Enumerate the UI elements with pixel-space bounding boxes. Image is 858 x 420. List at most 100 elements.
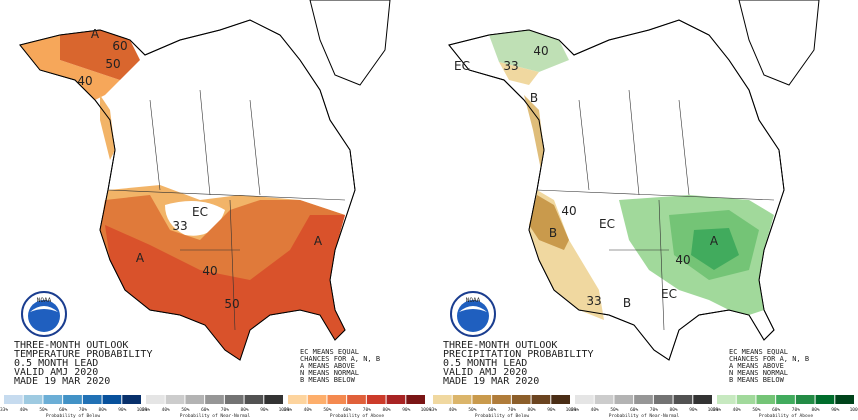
- color-swatch: [244, 395, 264, 404]
- color-swatch: [575, 395, 594, 404]
- colorbar-tick: 33%: [713, 407, 721, 413]
- colorbar-tick: 80%: [812, 407, 820, 413]
- map-label: EC: [454, 59, 470, 73]
- coastline: [19, 19, 356, 361]
- color-swatch: [717, 395, 736, 404]
- color-swatch: [531, 395, 551, 404]
- colorbar-tick: 80%: [241, 407, 249, 413]
- probability-region: [499, 62, 539, 85]
- colorbar-tick: 40%: [733, 407, 741, 413]
- logo-text: NOAA: [466, 297, 481, 304]
- panel: A 60 50 40 EC 33 A 40 50 A NOAA THREE-MONTH OUTLOOK…: [0, 0, 432, 419]
- probability-region: [489, 30, 569, 72]
- colorbar-tick: 40%: [162, 407, 170, 413]
- noaa-logo: NOAA: [21, 291, 67, 337]
- colorbar-tick: 80%: [383, 407, 391, 413]
- colorbar-tick: 33%: [429, 407, 437, 413]
- title-line: VALID AMJ 2020: [14, 367, 98, 378]
- map-label: 40: [202, 264, 217, 278]
- colorbar-tick: 60%: [343, 407, 351, 413]
- colorbar-tick: 60%: [772, 407, 780, 413]
- greenland: [738, 0, 820, 86]
- map-label: EC: [192, 205, 208, 219]
- colorbar-tick: 33%: [284, 407, 292, 413]
- probability-region: [524, 95, 544, 170]
- map: [19, 0, 391, 361]
- title-line: MADE 19 MAR 2020: [443, 376, 539, 387]
- colorbar-caption: Probability of Above: [759, 413, 813, 419]
- color-swatch: [511, 395, 531, 404]
- color-swatch: [433, 395, 452, 404]
- colorbar-tick: 60%: [201, 407, 209, 413]
- panel: EC 40 33 B B 40 EC A 40 B 33 EC NOAA THREE-MONTH OUTL…: [429, 0, 858, 419]
- color-swatch: [594, 395, 614, 404]
- note-line: EC MEANS EQUAL: [729, 348, 788, 356]
- borders: [536, 89, 775, 331]
- map-label: B: [623, 296, 631, 310]
- title-line: PRECIPITATION PROBABILITY: [443, 349, 594, 360]
- note-line: CHANCES FOR A, N, B: [300, 355, 380, 363]
- map-label: 33: [503, 59, 518, 73]
- color-swatch: [815, 395, 835, 404]
- title-line: 0.5 MONTH LEAD: [14, 358, 98, 369]
- colorbar-tick: 70%: [363, 407, 371, 413]
- map-label: 50: [105, 57, 120, 71]
- colorbar-caption: Probability of Below: [475, 413, 529, 419]
- color-swatch: [224, 395, 244, 404]
- map-label: 40: [77, 74, 92, 88]
- title-line: MADE 19 MAR 2020: [14, 376, 110, 387]
- color-swatch: [835, 395, 854, 404]
- coastline: [448, 19, 785, 361]
- colorbar-tick: 80%: [99, 407, 107, 413]
- map-label: B: [530, 91, 538, 105]
- color-swatch: [165, 395, 185, 404]
- colorbar-caption: Probability of Above: [330, 413, 384, 419]
- borders: [107, 89, 346, 331]
- probability-region: [20, 35, 120, 100]
- colorbar-tick: 80%: [528, 407, 536, 413]
- greenland: [309, 0, 391, 86]
- title-line: THREE-MONTH OUTLOOK: [443, 340, 557, 351]
- logo-inner: [457, 300, 489, 332]
- noaa-logo: NOAA: [450, 291, 496, 337]
- map-label: 50: [224, 297, 239, 311]
- colorbar-tick: 70%: [792, 407, 800, 413]
- colorbar-tick: 70%: [79, 407, 87, 413]
- colorbar-tick: 33%: [0, 407, 8, 413]
- colorbar-tick: 33%: [142, 407, 150, 413]
- colorbar-tick: 60%: [59, 407, 67, 413]
- map-label: 40: [533, 44, 548, 58]
- color-swatch: [472, 395, 492, 404]
- color-swatch: [307, 395, 327, 404]
- color-swatch: [185, 395, 205, 404]
- color-swatch: [63, 395, 82, 404]
- color-swatch: [23, 395, 43, 404]
- color-swatch: [82, 395, 102, 404]
- color-swatch: [146, 395, 165, 404]
- title-line: THREE-MONTH OUTLOOK: [14, 340, 128, 351]
- map-label: A: [136, 251, 145, 265]
- map-label: 60: [112, 39, 127, 53]
- map-label: B: [549, 226, 557, 240]
- colorbar-tick: 50%: [39, 407, 47, 413]
- colorbar-tick: 50%: [610, 407, 618, 413]
- colorbar-tick: 40%: [304, 407, 312, 413]
- note-line: A MEANS ABOVE: [729, 362, 784, 370]
- note-line: CHANCES FOR A, N, B: [729, 355, 809, 363]
- colorbar-tick: 90%: [547, 407, 555, 413]
- color-swatch: [614, 395, 634, 404]
- color-swatch: [327, 395, 347, 404]
- color-swatch: [653, 395, 673, 404]
- color-swatch: [693, 395, 712, 404]
- colorbar-tick: 60%: [488, 407, 496, 413]
- colorbar-tick: 90%: [689, 407, 697, 413]
- color-swatch: [205, 395, 224, 404]
- colorbar-tick: 70%: [650, 407, 658, 413]
- map-label: 33: [586, 294, 601, 308]
- color-swatch: [406, 395, 425, 404]
- colorbar-tick: 90%: [402, 407, 410, 413]
- probability-region: [529, 195, 569, 250]
- color-swatch: [756, 395, 776, 404]
- note-line: N MEANS NORMAL: [300, 369, 359, 377]
